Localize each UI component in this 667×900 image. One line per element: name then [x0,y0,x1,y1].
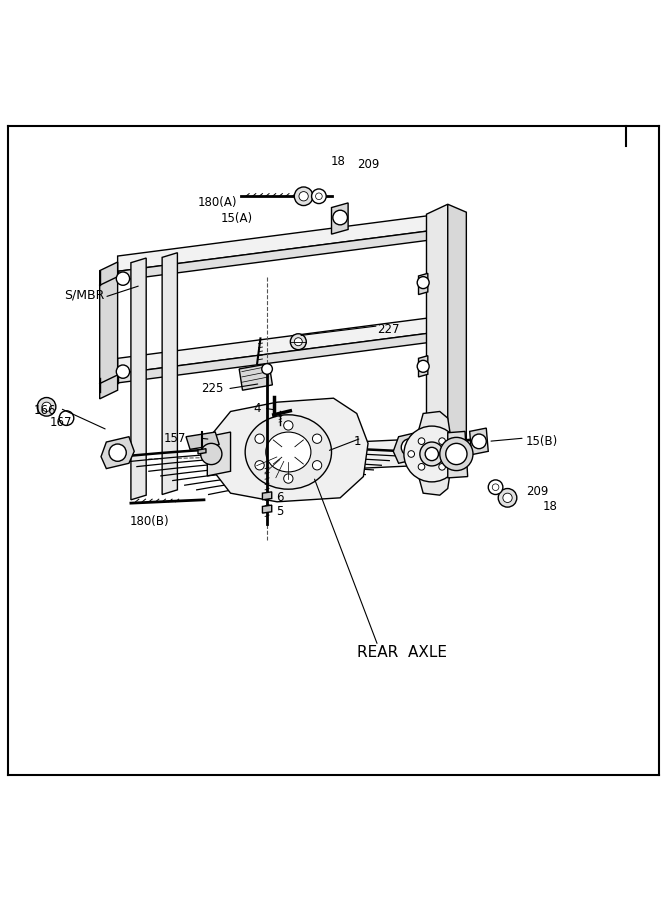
Ellipse shape [245,415,331,490]
Circle shape [333,211,348,225]
Text: 227: 227 [377,322,399,336]
Circle shape [449,451,456,457]
Circle shape [417,276,429,289]
Text: 5: 5 [275,505,283,518]
Circle shape [290,334,306,350]
Polygon shape [198,449,206,454]
Circle shape [498,489,517,507]
Circle shape [425,447,438,461]
Polygon shape [213,398,368,502]
Text: 4: 4 [253,401,261,415]
Circle shape [420,442,444,466]
Polygon shape [448,204,466,473]
Polygon shape [131,258,146,500]
Text: 225: 225 [201,382,223,395]
Circle shape [299,192,308,201]
Polygon shape [418,356,428,377]
Circle shape [283,421,293,430]
Circle shape [201,444,222,464]
Circle shape [488,480,503,494]
Polygon shape [262,491,271,500]
Text: 209: 209 [357,158,379,171]
Polygon shape [418,274,428,294]
Polygon shape [470,428,488,454]
Circle shape [417,360,429,373]
Circle shape [261,364,272,374]
Circle shape [42,402,51,411]
Text: S/MBR: S/MBR [65,289,105,302]
Ellipse shape [265,432,311,472]
Text: 166: 166 [33,403,56,417]
Text: 167: 167 [49,416,72,428]
Polygon shape [117,214,440,271]
Circle shape [472,434,486,449]
Text: 157: 157 [164,431,187,445]
Circle shape [418,437,425,445]
Circle shape [492,484,499,491]
Text: 18: 18 [543,500,558,513]
Text: 6: 6 [275,491,283,504]
Text: 18: 18 [330,155,345,167]
Text: 15(B): 15(B) [526,435,558,448]
Circle shape [312,434,321,444]
Polygon shape [162,253,177,494]
Circle shape [255,434,264,444]
Polygon shape [426,204,448,474]
Polygon shape [262,505,271,513]
Circle shape [315,193,322,200]
Circle shape [255,461,264,470]
Circle shape [294,338,302,346]
Polygon shape [117,230,440,281]
Polygon shape [207,432,231,476]
Polygon shape [117,317,440,373]
Circle shape [283,474,293,483]
Polygon shape [354,438,425,469]
Polygon shape [331,202,348,234]
Circle shape [440,437,473,471]
Polygon shape [101,436,134,469]
Circle shape [402,438,418,456]
Circle shape [312,461,321,470]
Circle shape [408,451,414,457]
Circle shape [37,398,56,416]
Circle shape [59,410,74,426]
Text: 180(B): 180(B) [129,515,169,527]
Polygon shape [117,332,440,382]
Circle shape [116,365,129,378]
Text: REAR  AXLE: REAR AXLE [357,645,447,660]
Text: 15(A): 15(A) [221,212,253,225]
Text: 180(A): 180(A) [197,195,237,209]
Polygon shape [99,262,117,399]
Circle shape [109,444,126,462]
Text: 209: 209 [526,485,548,498]
Polygon shape [448,431,468,478]
Circle shape [439,437,446,445]
Circle shape [439,464,446,470]
Polygon shape [417,411,452,495]
Polygon shape [394,431,426,464]
Polygon shape [239,364,272,391]
Text: 1: 1 [354,435,361,448]
Circle shape [294,187,313,205]
Polygon shape [186,432,219,449]
Circle shape [418,464,425,470]
Circle shape [404,426,460,482]
Circle shape [446,444,467,464]
Circle shape [503,493,512,502]
Circle shape [116,272,129,285]
Circle shape [311,189,326,203]
